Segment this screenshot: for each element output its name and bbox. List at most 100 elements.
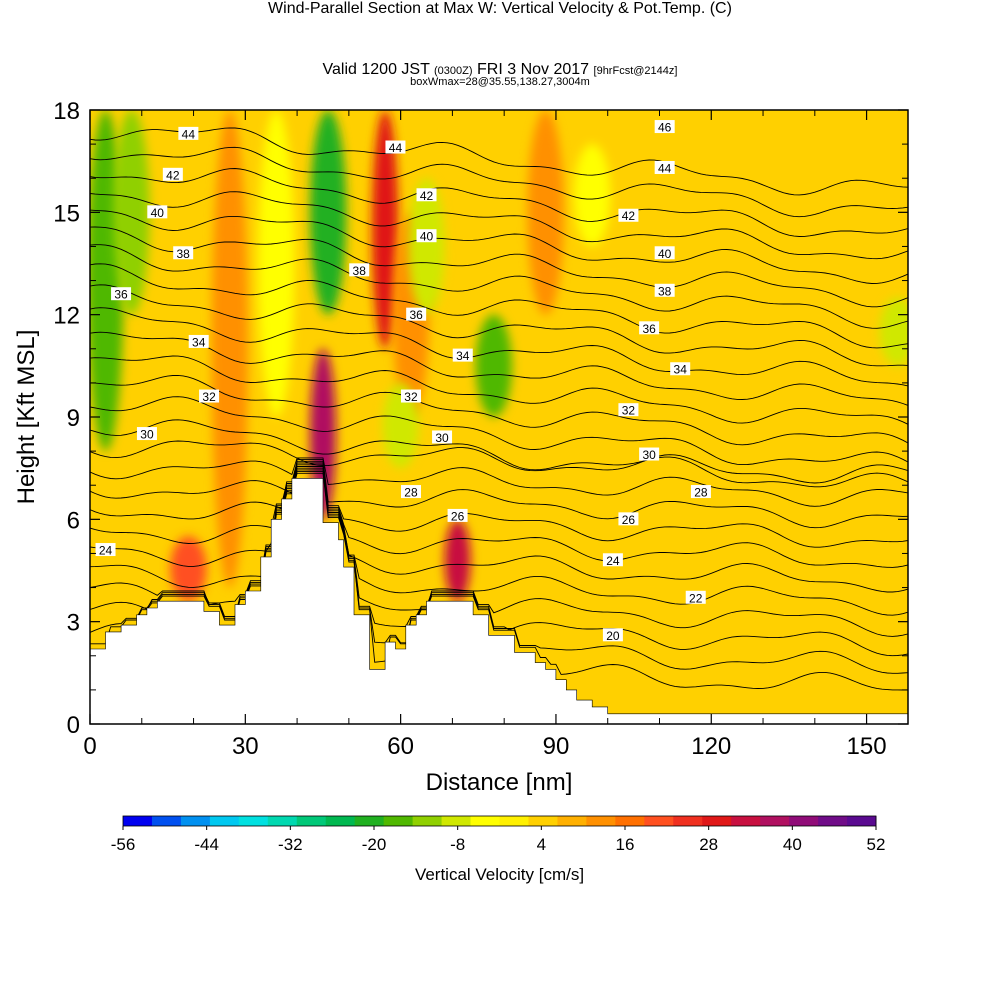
isentrope-label-bg	[173, 246, 194, 260]
colorbar-swatch	[673, 816, 703, 826]
isentrope-label-text: 26	[622, 513, 636, 527]
isentrope-12	[90, 396, 908, 466]
valid-time-line: Valid 1200 JST (0300Z) FRI 3 Nov 2017 [9…	[0, 61, 1000, 79]
isentrope-2	[90, 469, 908, 657]
isentrope-label-bg	[639, 447, 660, 461]
isentrope-label-bg	[618, 403, 639, 417]
isentrope-7	[90, 460, 908, 548]
isentrope-label-3: 38	[173, 246, 194, 261]
colorbar-label: -44	[194, 835, 219, 854]
isentrope-label-text: 38	[658, 284, 672, 298]
terrain	[89, 478, 909, 725]
isentrope-label-text: 36	[114, 288, 128, 302]
isentrope-label-text: 34	[456, 349, 470, 363]
isentrope-14	[90, 355, 908, 425]
y-tick-label: 3	[67, 610, 80, 637]
isentrope-label-text: 28	[404, 486, 418, 500]
isentrope-label-bg	[447, 508, 468, 522]
colorbar-label: 52	[867, 835, 886, 854]
isentrope-label-text: 46	[658, 121, 672, 135]
colorbar-label: -20	[362, 835, 387, 854]
isentrope-label-bg	[406, 307, 427, 321]
isentrope-label-bg	[602, 553, 623, 567]
y-tick-label: 18	[53, 98, 80, 125]
isentrope-label-text: 40	[151, 206, 165, 220]
colorbar: -56 -44 -32 -20 -8 4 16 28 40 52 Vertical Velocity…	[111, 815, 886, 884]
y-tick-label: 0	[67, 712, 80, 739]
isentrope-label-bg	[618, 208, 639, 222]
isentrope-17	[90, 284, 908, 367]
isentrope-0	[90, 472, 908, 691]
isentrope-label-bg	[416, 188, 437, 202]
isentrope-label-text: 24	[606, 554, 620, 568]
colorbar-title: Vertical Velocity [cm/s]	[415, 865, 584, 884]
colorbar-swatch	[296, 816, 327, 826]
isentrope-label-8: 24	[95, 543, 116, 558]
colorbar-swatch	[586, 816, 616, 826]
velocity-band-2	[211, 110, 248, 588]
isentrope-label-bg	[432, 430, 453, 444]
isentrope-label-text: 34	[192, 335, 206, 349]
colorbar-swatch	[441, 816, 472, 826]
velocity-band-12	[574, 144, 611, 247]
colorbar-label: 16	[616, 835, 635, 854]
isentrope-label-2: 40	[147, 205, 168, 220]
isentrope-label-bg	[349, 263, 370, 277]
isentrope-label-text: 44	[182, 127, 196, 141]
isentrope-label-text: 30	[140, 428, 154, 442]
isentrope-label-bg	[602, 628, 623, 642]
isentrope-label-text: 22	[689, 591, 703, 605]
isentrope-label-19: 46	[654, 120, 675, 135]
colorbar-label: -32	[278, 835, 303, 854]
x-axis-title: Distance [nm]	[426, 769, 573, 796]
velocity-band-5	[310, 110, 347, 315]
velocity-band-15	[879, 297, 908, 366]
isentrope-label-bg	[654, 283, 675, 297]
colorbar-label: 40	[783, 835, 802, 854]
isentrope-4	[90, 466, 908, 616]
isentrope-label-13: 36	[406, 307, 427, 322]
isentrope-label-10: 42	[416, 188, 437, 203]
velocity-band-10	[475, 314, 512, 418]
velocity-band-4	[310, 348, 336, 520]
y-tick-label: 12	[53, 303, 80, 330]
isentrope-16	[90, 307, 908, 387]
isentrope-label-bg	[400, 389, 421, 403]
isentrope-3	[90, 467, 908, 637]
isentrope-label-text: 30	[642, 448, 656, 462]
isentrope-11	[90, 419, 908, 488]
isentrope-label-31: 22	[685, 590, 706, 605]
isentrope-10	[90, 440, 908, 484]
isentrope-label-bg	[111, 287, 132, 301]
isentrope-label-text: 28	[694, 486, 708, 500]
isentrope-8	[90, 459, 908, 529]
velocity-band-13	[170, 536, 207, 602]
isentrope-5	[90, 464, 908, 593]
isentrope-label-29: 26	[618, 512, 639, 527]
y-axis-title: Height [Kft MSL]	[13, 330, 40, 505]
colorbar-swatch	[615, 816, 645, 826]
isentrope-label-22: 40	[654, 246, 675, 261]
y-tick-label: 15	[53, 200, 80, 227]
colorbar-swatch	[818, 816, 848, 826]
isentrope-label-text: 42	[166, 168, 180, 182]
isentrope-label-30: 24	[602, 553, 623, 568]
isentrope-label-9: 44	[385, 140, 406, 155]
isentrope-label-text: 36	[409, 308, 423, 322]
isentrope-labels: 44 42 40 38 36 34 32 30 24 44 42 40 38 36 34 32 30 28 26 46…	[95, 120, 711, 643]
isentrope-label-14: 34	[452, 348, 473, 363]
isentrope-label-21: 42	[618, 208, 639, 223]
isentrope-label-text: 20	[606, 629, 620, 643]
isentrope-18	[90, 263, 908, 349]
colorbar-swatch	[267, 816, 298, 826]
x-tick-label: 90	[543, 733, 570, 760]
isentrope-label-24: 36	[639, 321, 660, 336]
isentrope-label-bg	[385, 140, 406, 154]
colorbar-swatch	[238, 816, 269, 826]
isentrope-24	[90, 146, 908, 218]
colorbar-swatch	[760, 816, 790, 826]
isentrope-label-5: 34	[188, 334, 209, 349]
isentrope-1	[90, 471, 908, 674]
colorbar-swatch	[123, 816, 153, 826]
colorbar-swatch	[702, 816, 732, 826]
